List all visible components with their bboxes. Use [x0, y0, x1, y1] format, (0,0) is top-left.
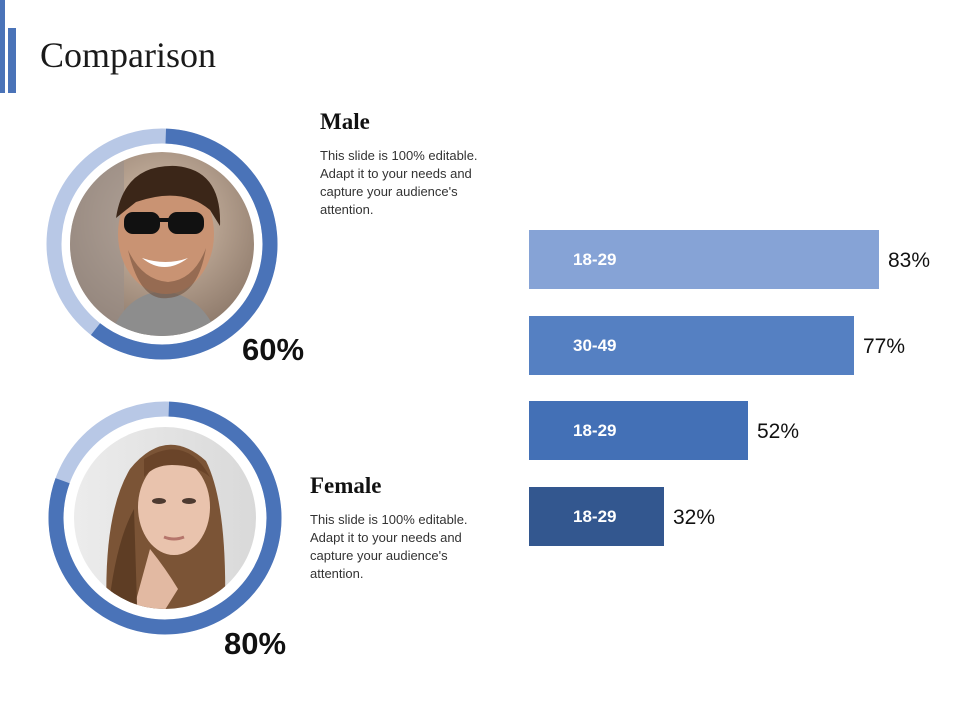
female-description: This slide is 100% editable. Adapt it to…: [310, 511, 495, 583]
male-heading: Male: [320, 109, 370, 134]
female-description-line: Adapt it to your needs and: [310, 530, 462, 545]
male-portrait-icon: [70, 152, 254, 336]
male-donut-arc: [90, 128, 278, 360]
male-percent-label: 60%: [242, 332, 305, 367]
bar-3: [529, 401, 748, 460]
male-description-line: Adapt it to your needs and: [320, 166, 472, 181]
bar-category-label: 18-29: [573, 507, 617, 526]
female-heading: Female: [310, 473, 382, 498]
bar-2: [529, 316, 854, 375]
male-description-line: This slide is 100% editable.: [320, 148, 478, 163]
bar-4: [529, 487, 664, 546]
female-portrait-icon: [74, 427, 256, 609]
bar-category-label: 18-29: [573, 421, 617, 440]
bar-value-label: 77%: [863, 335, 906, 358]
bar-value-label: 52%: [757, 420, 800, 443]
female-description-line: attention.: [310, 566, 364, 581]
female-percent-label: 80%: [224, 626, 287, 661]
bar-value-label: 32%: [673, 506, 716, 529]
female-description-line: This slide is 100% editable.: [310, 512, 468, 527]
accent-bar-inner: [8, 28, 16, 93]
accent-bar: [0, 0, 5, 93]
bar-value-label: 83%: [888, 249, 931, 272]
male-donut-chart: [46, 128, 278, 360]
page-title: Comparison: [40, 35, 216, 75]
bar-category-label: 30-49: [573, 336, 617, 355]
male-description-line: attention.: [320, 202, 374, 217]
male-description-line: capture your audience's: [320, 184, 458, 199]
female-donut-chart: [48, 401, 282, 635]
bar-category-label: 18-29: [573, 250, 617, 269]
female-description-line: capture your audience's: [310, 548, 448, 563]
bar-1: [529, 230, 879, 289]
male-description: This slide is 100% editable. Adapt it to…: [320, 147, 505, 219]
female-donut-arc: [48, 401, 282, 635]
